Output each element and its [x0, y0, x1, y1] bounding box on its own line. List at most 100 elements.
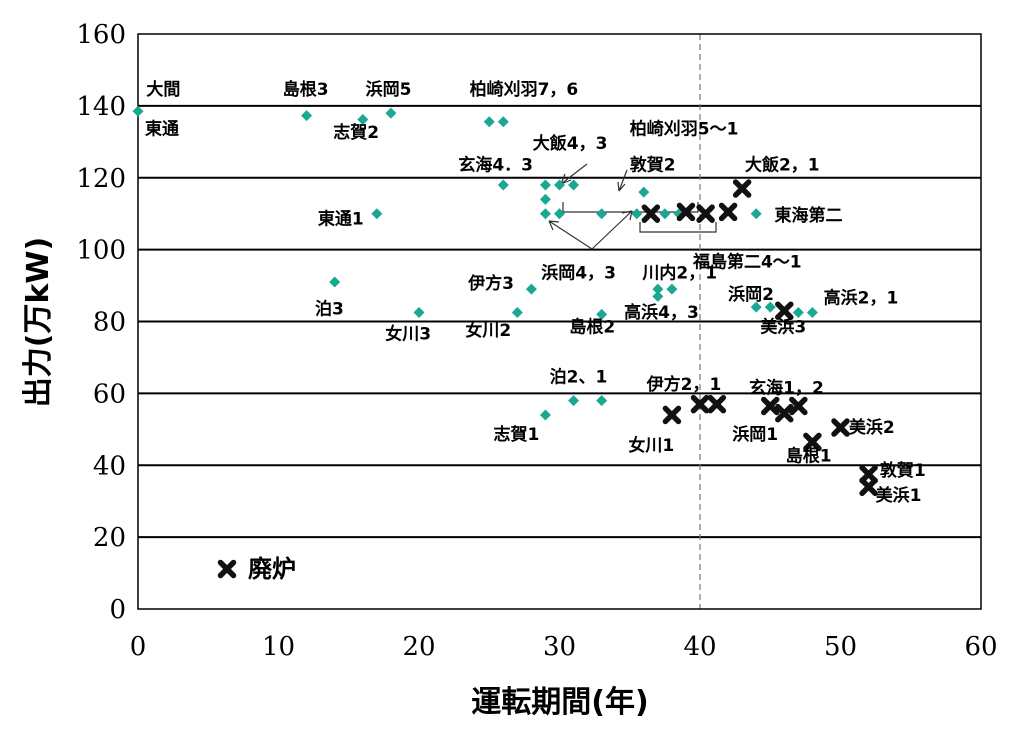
operating-point [301, 110, 313, 122]
plant-label: 浜岡1 [732, 425, 778, 445]
plant-label: 福島第二4～1 [692, 252, 802, 273]
y-tick-label: 60 [93, 379, 126, 409]
operating-point [385, 107, 397, 119]
legend-x-marker [217, 559, 237, 579]
y-tick-label: 40 [93, 451, 126, 481]
decommissioned-point [789, 396, 808, 416]
plant-label: 玄海1，2 [749, 377, 824, 398]
plant-label: 女川2 [465, 320, 511, 341]
x-tick-label: 30 [543, 632, 576, 662]
operating-point [483, 116, 495, 128]
operating-points [132, 105, 818, 421]
x-tick-label: 20 [402, 632, 435, 662]
operating-point [792, 307, 804, 319]
plant-label: 川内2，1 [641, 262, 717, 283]
plant-label: 美浜3 [760, 316, 806, 337]
decommissioned-point [662, 405, 682, 425]
operating-point [596, 308, 608, 320]
arrow-hamaoka-left [548, 220, 560, 231]
plant-label: 大飯2，1 [745, 155, 820, 176]
decommissioned-point [718, 202, 738, 222]
plot-frame [137, 33, 982, 610]
x-tick-label: 60 [964, 632, 997, 662]
plot-border [137, 33, 982, 610]
leader-lines [548, 163, 717, 250]
legend: 廃炉 [217, 555, 296, 583]
plant-label: 柏崎刈羽7，6 [470, 79, 579, 100]
y-tick-label: 120 [76, 164, 126, 194]
decommissioned-point [676, 202, 696, 222]
operating-point [596, 395, 608, 407]
leader-hamaoka-left [548, 220, 593, 250]
plant-label: 美浜2 [849, 417, 895, 438]
operating-point [329, 276, 341, 288]
plant-label: 大間 [146, 79, 180, 100]
operating-point [539, 193, 551, 205]
operating-point [750, 301, 762, 313]
arrow-kashiwazaki [617, 181, 626, 192]
operating-point [652, 283, 664, 295]
plant-label: 泊2、1 [550, 368, 608, 388]
operating-point [750, 208, 762, 220]
plant-label: 浜岡2 [728, 285, 774, 305]
y-tick-label: 20 [93, 523, 126, 553]
decommissioned-point [732, 179, 752, 198]
operating-point [596, 208, 608, 220]
plant-label: 美浜1 [876, 485, 922, 506]
operating-point [539, 208, 551, 220]
operating-point [357, 114, 369, 126]
plant-label: 敦賀1 [880, 460, 926, 481]
x-tick-label: 0 [130, 632, 147, 662]
operating-point [539, 409, 551, 421]
plant-label: 東海第二 [774, 205, 842, 226]
operating-point [525, 283, 537, 295]
decommissioned-point [641, 204, 661, 223]
operating-point [371, 208, 383, 220]
plant-label: 島根3 [283, 79, 329, 100]
operating-point [511, 307, 523, 319]
decommissioned-point [775, 403, 794, 423]
operating-point [497, 116, 509, 128]
decommissioned-point [831, 418, 850, 437]
operating-point [806, 307, 818, 319]
y-tick-label: 140 [76, 92, 126, 122]
plant-label: 大飯4，3 [533, 133, 608, 154]
x-tick-label: 40 [683, 632, 716, 662]
plant-label: 東通1 [318, 208, 364, 229]
legend-label: 廃炉 [248, 555, 296, 583]
plant-label: 女川1 [628, 435, 674, 456]
operating-point [497, 179, 509, 191]
leader-ohi [560, 163, 588, 185]
decommissioned-point [696, 204, 715, 223]
plant-label: 東通 [145, 119, 179, 140]
decommissioned-points [641, 179, 878, 497]
leader-kashiwazaki [618, 169, 628, 192]
operating-point [666, 283, 678, 295]
operating-point [132, 105, 144, 117]
y-axis-ticks: 0 20 40 60 80 100 120 140 160 [76, 20, 126, 625]
x-tick-label: 10 [262, 632, 295, 662]
decommissioned-point [859, 464, 878, 484]
decommissioned-point [690, 394, 710, 414]
plant-label: 伊方2，1 [646, 374, 722, 395]
y-tick-label: 160 [76, 20, 126, 50]
decommissioned-point [803, 432, 822, 452]
y-tick-label: 0 [109, 595, 126, 625]
y-tick-label: 100 [76, 236, 126, 266]
plant-label: 高浜2，1 [824, 288, 899, 309]
plant-label: 浜岡5 [366, 80, 412, 100]
decommissioned-point [775, 301, 794, 320]
arrow-hamaoka-right [621, 210, 633, 221]
plant-label: 女川3 [385, 323, 431, 344]
operating-point [631, 208, 643, 220]
y-axis-title: 出力(万kW) [21, 237, 56, 407]
operating-point [764, 301, 776, 313]
plant-label: 伊方3 [467, 273, 514, 294]
leader-hamaoka-right [591, 210, 633, 250]
operating-point [539, 179, 551, 191]
x-axis-title: 運転期間(年) [471, 685, 648, 720]
decommissioned-point [707, 394, 727, 414]
operating-point [568, 395, 580, 407]
